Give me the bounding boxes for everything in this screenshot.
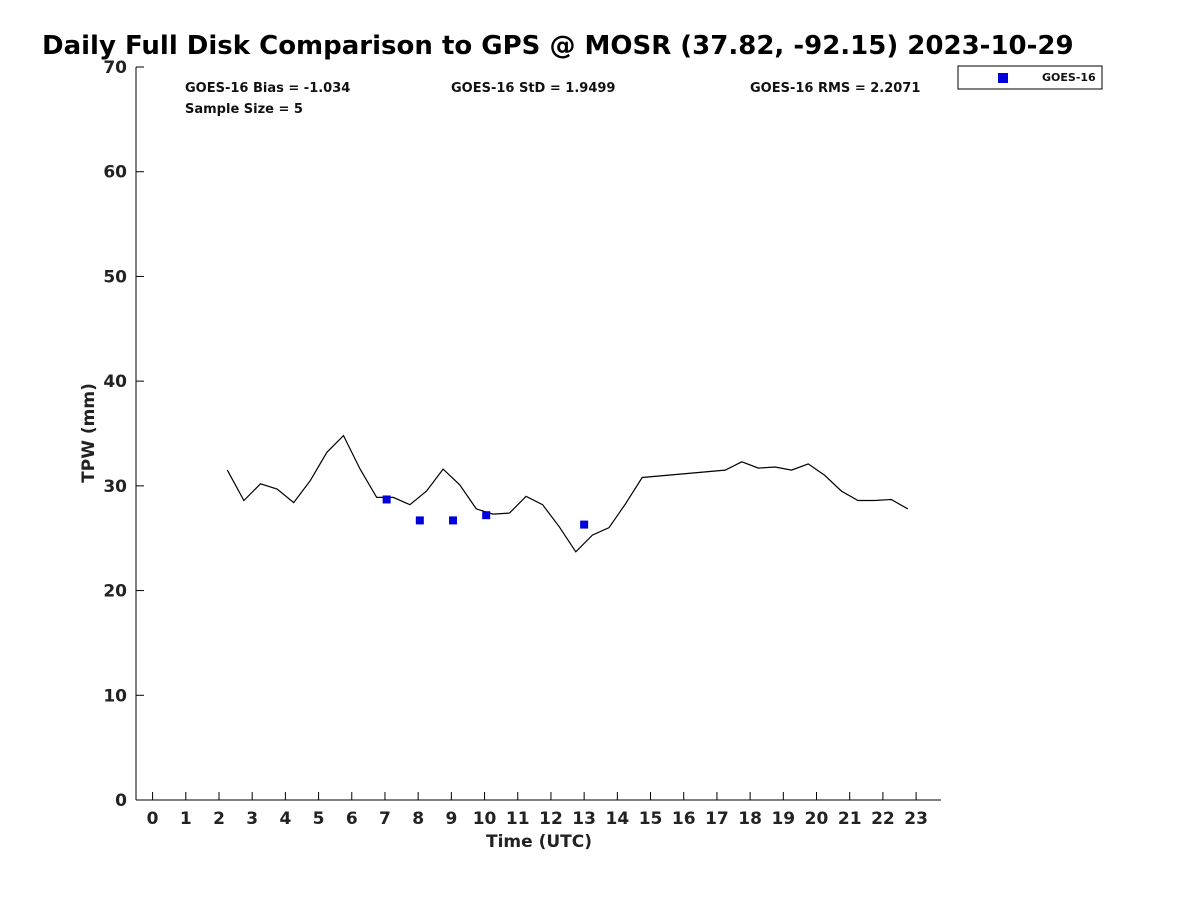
plot-area xyxy=(226,434,909,553)
legend: GOES-16 xyxy=(957,65,1103,90)
rms-annotation: GOES-16 RMS = 2.2071 xyxy=(750,81,920,96)
y-tick-label: 20 xyxy=(103,582,127,602)
x-tick-label: 3 xyxy=(246,809,258,829)
y-tick-label: 50 xyxy=(103,267,127,287)
x-tick-label: 22 xyxy=(871,809,895,829)
x-tick-label: 0 xyxy=(147,809,159,829)
y-tick-label: 40 xyxy=(103,372,127,392)
sample-size-annotation: Sample Size = 5 xyxy=(185,102,303,117)
x-tick-label: 9 xyxy=(445,809,457,829)
x-tick-label: 10 xyxy=(473,809,497,829)
goes16-point xyxy=(580,520,589,529)
x-tick-label: 6 xyxy=(346,809,358,829)
x-axis-label: Time (UTC) xyxy=(486,832,592,852)
goes16-point xyxy=(482,511,491,520)
x-tick-label: 15 xyxy=(639,809,663,829)
axes xyxy=(135,67,941,801)
gps-tpw-line xyxy=(226,434,909,553)
x-tick-label: 20 xyxy=(805,809,829,829)
x-tick-label: 16 xyxy=(672,809,696,829)
legend-marker-goes16 xyxy=(998,73,1008,83)
x-tick-label: 12 xyxy=(539,809,563,829)
x-tick-label: 23 xyxy=(904,809,928,829)
y-ticks: 0 10 20 30 40 50 60 70 xyxy=(103,58,144,811)
y-tick-label: 30 xyxy=(103,477,127,497)
bias-annotation: GOES-16 Bias = -1.034 xyxy=(185,81,350,96)
x-tick-label: 14 xyxy=(606,809,630,829)
goes16-point xyxy=(449,516,458,525)
x-tick-label: 18 xyxy=(738,809,762,829)
x-tick-label: 19 xyxy=(771,809,795,829)
y-tick-label: 10 xyxy=(103,686,127,706)
x-tick-label: 13 xyxy=(572,809,596,829)
x-tick-label: 2 xyxy=(213,809,225,829)
y-axis-label: TPW (mm) xyxy=(79,383,99,483)
x-tick-label: 4 xyxy=(279,809,291,829)
x-tick-label: 21 xyxy=(838,809,862,829)
goes16-point xyxy=(382,495,391,504)
x-ticks: 0 1 2 3 4 5 6 7 8 9 10 11 12 13 14 15 16 17 18 19 20 21 22 23 xyxy=(147,792,928,829)
x-tick-label: 11 xyxy=(506,809,530,829)
std-annotation: GOES-16 StD = 1.9499 xyxy=(451,81,615,96)
y-tick-label: 70 xyxy=(103,58,127,78)
y-tick-label: 60 xyxy=(103,163,127,183)
legend-label-goes16: GOES-16 xyxy=(1042,71,1096,84)
y-tick-label: 0 xyxy=(115,791,127,811)
x-tick-label: 8 xyxy=(412,809,424,829)
chart-title: Daily Full Disk Comparison to GPS @ MOSR… xyxy=(42,31,1074,61)
x-tick-label: 17 xyxy=(705,809,729,829)
goes16-point xyxy=(415,516,424,525)
legend-box xyxy=(957,65,1103,90)
x-tick-label: 1 xyxy=(180,809,192,829)
x-tick-label: 5 xyxy=(313,809,325,829)
x-tick-label: 7 xyxy=(379,809,391,829)
